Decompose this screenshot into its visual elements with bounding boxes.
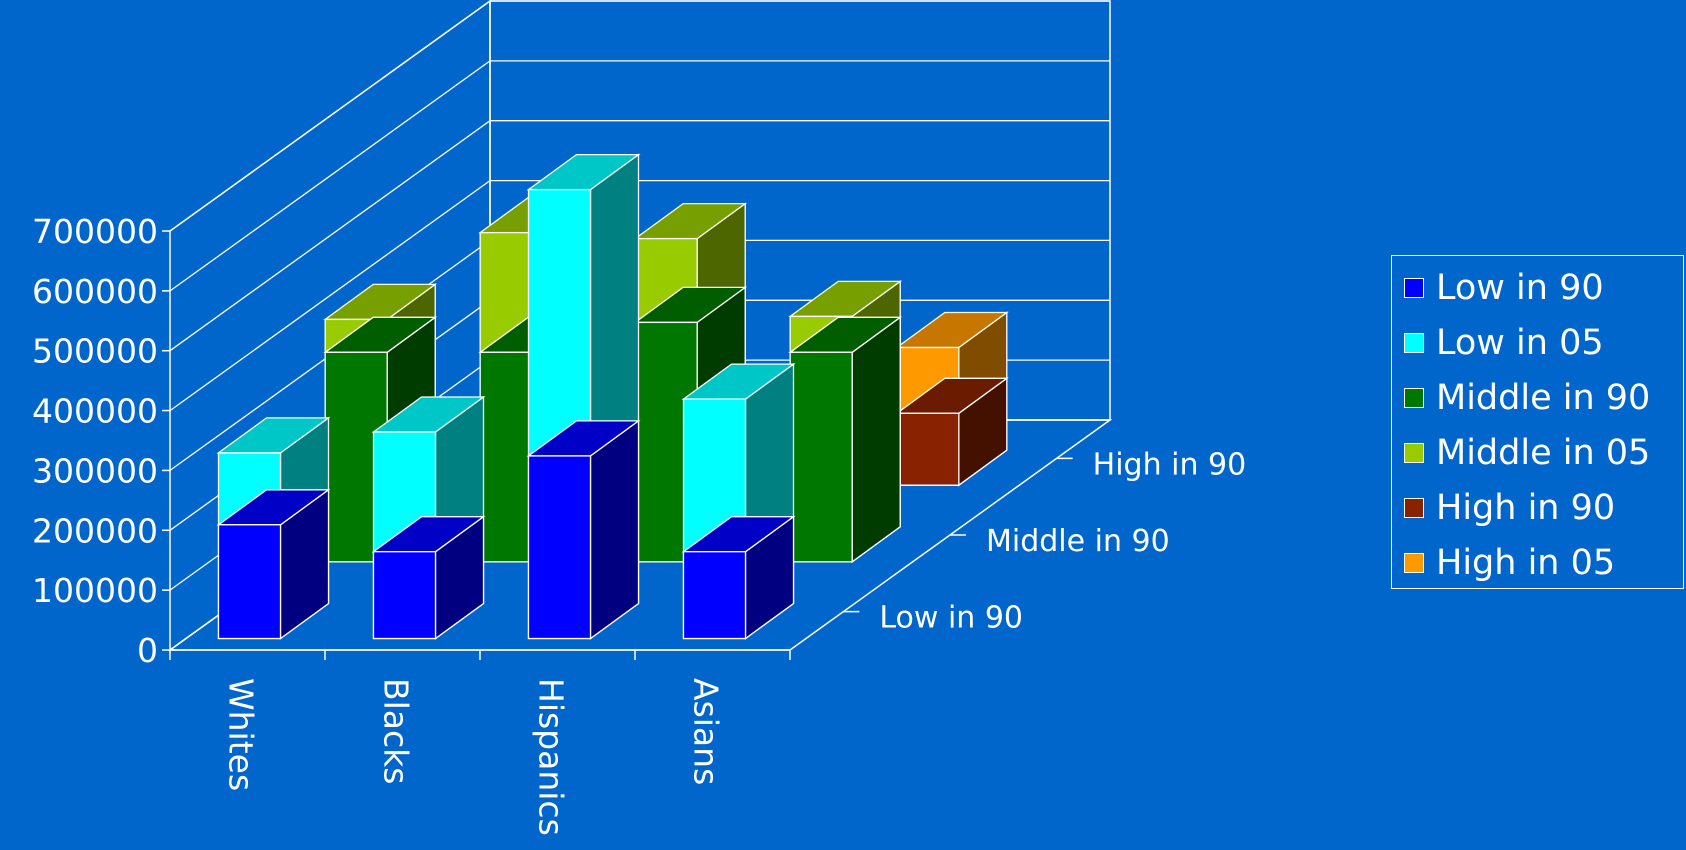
gridline — [169, 0, 1110, 232]
y-tick-label: 400000 — [32, 392, 158, 431]
category-label: Asians — [687, 678, 726, 785]
legend-label: Middle in 05 — [1436, 433, 1651, 473]
y-tick-label: 500000 — [32, 332, 158, 371]
category-label: Hispanics — [532, 678, 571, 836]
legend-label: Low in 90 — [1436, 268, 1604, 308]
legend-swatch-low-05 — [1404, 333, 1424, 353]
y-tick-label: 100000 — [32, 571, 158, 610]
bar-front — [527, 455, 592, 640]
y-tick-label: 700000 — [32, 212, 158, 251]
legend-swatch-high-05 — [1404, 553, 1424, 573]
legend-swatch-high-90 — [1404, 498, 1424, 518]
legend-item-middle-90: Middle in 90 — [1404, 378, 1650, 418]
y-tick-label: 600000 — [32, 272, 158, 311]
bar-side — [851, 316, 901, 564]
gridline — [169, 179, 1110, 412]
bar-front — [682, 551, 747, 640]
bar-front — [896, 412, 960, 486]
legend-label: High in 90 — [1436, 488, 1616, 528]
bar-low-in-90 — [216, 488, 331, 640]
y-tick-label: 300000 — [32, 451, 158, 490]
legend-swatch-low-90 — [1404, 278, 1424, 298]
legend-item-high-90: High in 90 — [1404, 488, 1615, 528]
depth-label: High in 90 — [1093, 447, 1247, 482]
legend-item-low-90: Low in 90 — [1404, 268, 1604, 308]
bar-front — [217, 524, 282, 640]
bar-low-in-90 — [371, 515, 486, 640]
gridline — [169, 60, 1110, 292]
legend-swatch-middle-90 — [1404, 388, 1424, 408]
legend-swatch-middle-05 — [1404, 443, 1424, 463]
category-label: Whites — [222, 678, 261, 791]
legend-item-middle-05: Middle in 05 — [1404, 433, 1650, 473]
depth-label: Middle in 90 — [986, 524, 1170, 559]
y-tick-label: 200000 — [32, 511, 158, 550]
bar-low-in-90 — [526, 419, 641, 640]
chart-labels: 0 100000 200000 300000 400000 500000 600000 700… — [32, 212, 1246, 836]
gridline — [169, 120, 1110, 352]
category-label: Blacks — [377, 678, 416, 784]
legend-label: Low in 05 — [1436, 323, 1604, 363]
bar-front — [789, 351, 853, 563]
bar-front — [372, 551, 437, 640]
bar-middle-in-90 — [788, 316, 903, 564]
chart-bars — [216, 153, 1009, 640]
legend-label: High in 05 — [1436, 543, 1616, 583]
legend: Low in 90 Low in 05 Middle in 90 Middle … — [1391, 255, 1684, 589]
bar-low-in-90 — [681, 515, 796, 640]
legend-item-low-05: Low in 05 — [1404, 323, 1604, 363]
bar-side — [589, 419, 640, 640]
y-tick-label: 0 — [137, 631, 158, 670]
bar-high-in-90 — [894, 377, 1009, 487]
legend-item-high-05: High in 05 — [1404, 543, 1615, 583]
depth-label: Low in 90 — [879, 601, 1023, 636]
legend-label: Middle in 90 — [1436, 378, 1651, 418]
